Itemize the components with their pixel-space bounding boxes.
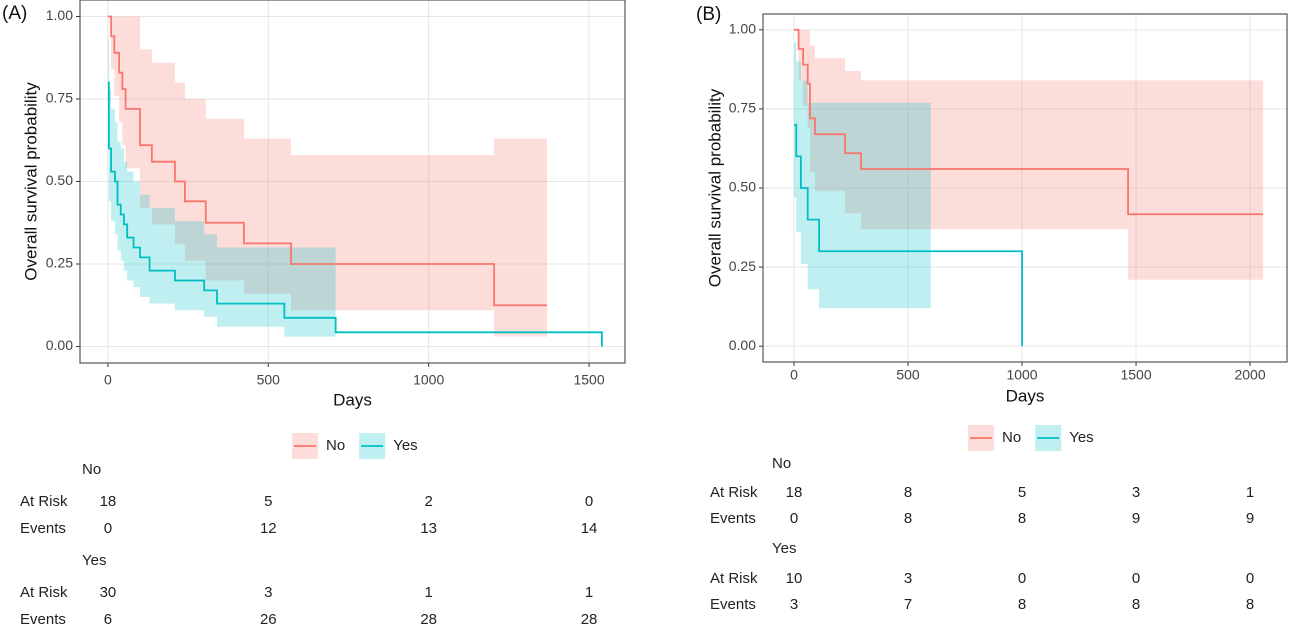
risk-count: 0 <box>790 510 798 527</box>
x-tick-label: 500 <box>257 372 281 388</box>
y-tick-label: 0.00 <box>46 337 73 353</box>
risk-count: 0 <box>585 493 593 510</box>
risk-count: 3 <box>904 570 912 587</box>
risk-count: 0 <box>1246 570 1254 587</box>
risk-row-label: Events <box>20 611 66 628</box>
y-axis-title: Overall survival probability <box>705 88 724 287</box>
survival-curve <box>794 123 1023 347</box>
risk-group-title: Yes <box>82 552 106 569</box>
risk-count: 12 <box>260 520 277 537</box>
y-tick-label: 1.00 <box>729 21 756 37</box>
risk-count: 8 <box>904 510 912 527</box>
risk-count: 8 <box>1018 510 1026 527</box>
risk-count: 5 <box>264 493 272 510</box>
x-tick-label: 1500 <box>573 372 604 388</box>
survival-curve <box>107 15 548 307</box>
risk-count: 3 <box>790 596 798 613</box>
risk-count: 14 <box>581 520 598 537</box>
panel-title: (B) <box>696 4 721 25</box>
survival-curve <box>794 28 1264 216</box>
risk-row-label: At Risk <box>20 584 68 601</box>
risk-count: 0 <box>104 520 112 537</box>
y-axis-title: Overall survival probability <box>21 82 40 281</box>
risk-count: 1 <box>585 584 593 601</box>
risk-count: 5 <box>1018 484 1026 501</box>
y-tick-label: 0.25 <box>46 255 73 271</box>
risk-row-label: Events <box>710 510 756 527</box>
risk-count: 30 <box>100 584 117 601</box>
risk-count: 26 <box>260 611 277 628</box>
risk-group-title: No <box>772 455 791 472</box>
legend-label: Yes <box>393 437 417 454</box>
x-tick-label: 2000 <box>1234 367 1265 383</box>
confidence-band <box>794 42 931 309</box>
confidence-band <box>107 16 548 337</box>
risk-row-label: At Risk <box>710 570 758 587</box>
risk-count: 1 <box>1246 484 1254 501</box>
risk-count: 8 <box>1132 596 1140 613</box>
x-tick-label: 1000 <box>413 372 444 388</box>
confidence-band <box>107 39 336 337</box>
risk-count: 8 <box>1246 596 1254 613</box>
x-tick-label: 0 <box>104 372 112 388</box>
risk-count: 0 <box>1018 570 1026 587</box>
risk-group-title: No <box>82 461 101 478</box>
risk-count: 6 <box>104 611 112 628</box>
y-tick-label: 0.75 <box>729 100 756 116</box>
risk-count: 28 <box>581 611 598 628</box>
survival-curve <box>107 81 603 347</box>
y-tick-label: 0.75 <box>46 90 73 106</box>
confidence-band <box>794 29 1264 280</box>
risk-row-label: At Risk <box>710 484 758 501</box>
x-axis-title: Days <box>1006 386 1045 405</box>
risk-count: 10 <box>786 570 803 587</box>
y-tick-label: 0.25 <box>729 258 756 274</box>
risk-row-label: Events <box>710 596 756 613</box>
risk-count: 18 <box>100 493 117 510</box>
y-tick-label: 0.00 <box>729 337 756 353</box>
x-axis-title: Days <box>333 390 372 409</box>
y-tick-label: 0.50 <box>46 172 73 188</box>
risk-count: 0 <box>1132 570 1140 587</box>
risk-count: 13 <box>420 520 437 537</box>
risk-count: 7 <box>904 596 912 613</box>
risk-count: 3 <box>1132 484 1140 501</box>
x-tick-label: 500 <box>896 367 920 383</box>
x-tick-label: 0 <box>790 367 798 383</box>
risk-count: 9 <box>1132 510 1140 527</box>
risk-count: 8 <box>904 484 912 501</box>
risk-count: 28 <box>420 611 437 628</box>
risk-count: 8 <box>1018 596 1026 613</box>
plot-frame <box>762 13 1288 363</box>
x-tick-label: 1000 <box>1006 367 1037 383</box>
risk-row-label: Events <box>20 520 66 537</box>
risk-count: 3 <box>264 584 272 601</box>
x-tick-label: 1500 <box>1120 367 1151 383</box>
risk-count: 18 <box>786 484 803 501</box>
risk-count: 2 <box>425 493 433 510</box>
panel-title: (A) <box>2 3 27 24</box>
risk-count: 1 <box>425 584 433 601</box>
legend-label: No <box>1002 429 1021 446</box>
risk-count: 9 <box>1246 510 1254 527</box>
risk-row-label: At Risk <box>20 493 68 510</box>
legend-label: Yes <box>1069 429 1093 446</box>
risk-group-title: Yes <box>772 540 796 557</box>
plot-frame <box>79 0 626 364</box>
y-tick-label: 1.00 <box>46 7 73 23</box>
legend-label: No <box>326 437 345 454</box>
y-tick-label: 0.50 <box>729 179 756 195</box>
